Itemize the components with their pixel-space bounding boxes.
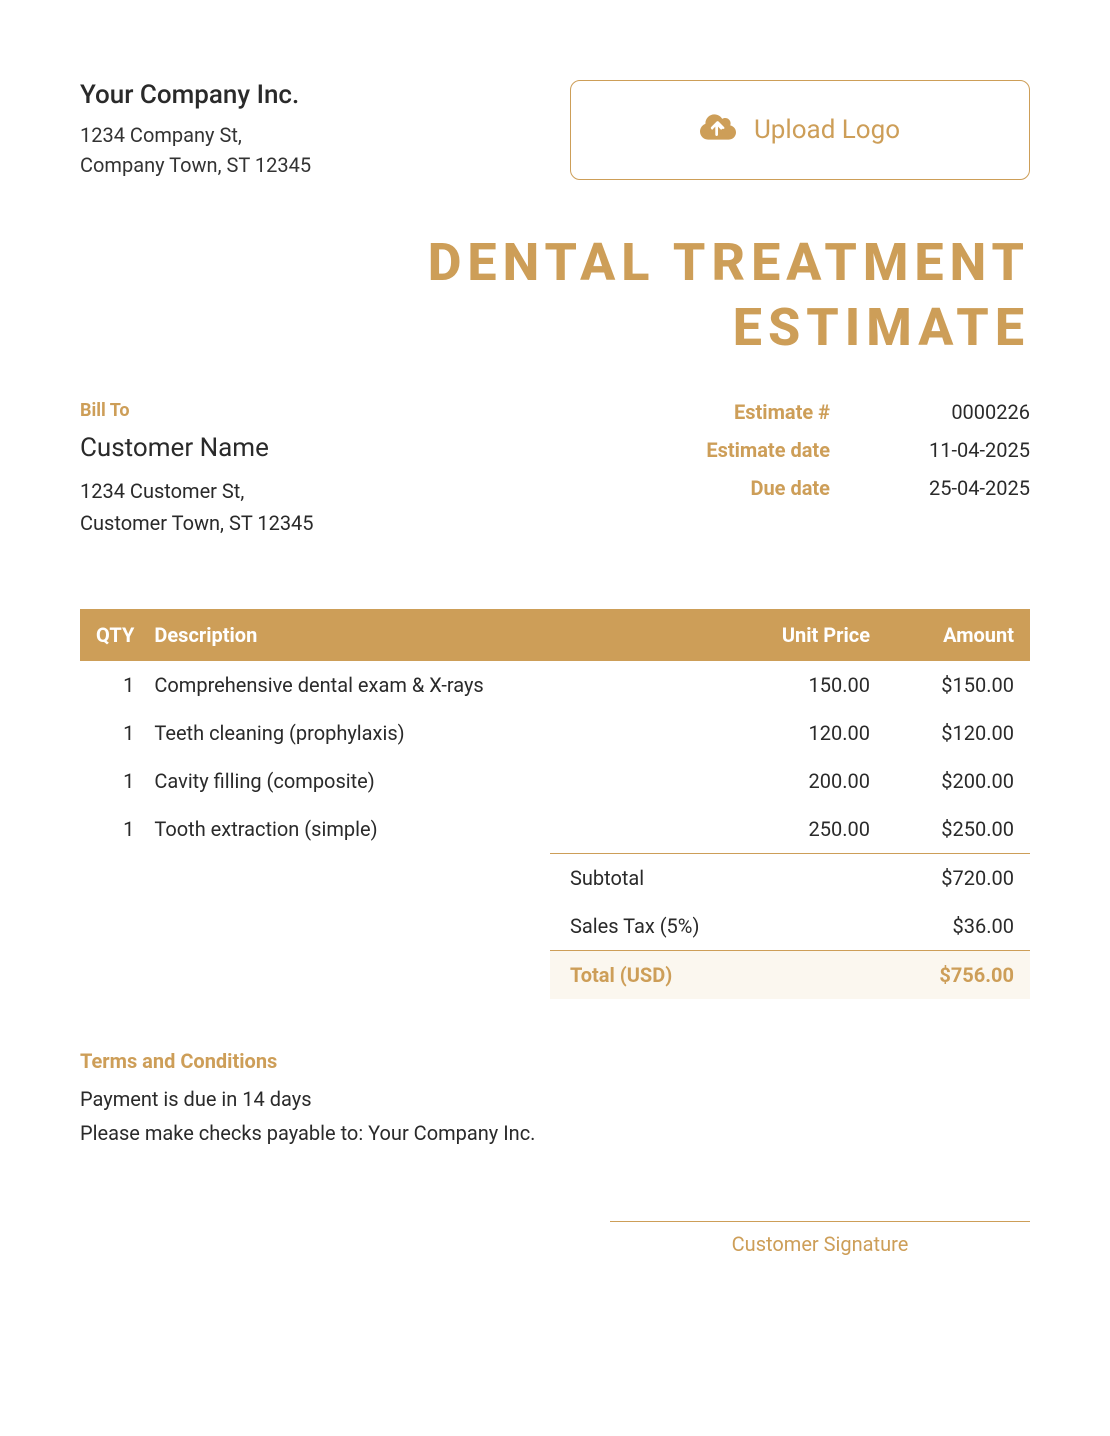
signature-line (610, 1221, 1030, 1222)
company-name: Your Company Inc. (80, 80, 311, 110)
cell-amount: $200.00 (880, 757, 1030, 805)
table-header-row: QTY Description Unit Price Amount (80, 609, 1030, 661)
subtotal-value: $720.00 (941, 866, 1014, 890)
totals-block: Subtotal $720.00 Sales Tax (5%) $36.00 T… (550, 853, 1030, 999)
cell-description: Comprehensive dental exam & X-rays (144, 661, 720, 709)
bill-to-block: Bill To Customer Name 1234 Customer St, … (80, 400, 314, 539)
company-address: 1234 Company St, Company Town, ST 12345 (80, 120, 311, 180)
meta-estimate-date: Estimate date 11-04-2025 (680, 438, 1030, 462)
estimate-no-value: 0000226 (900, 400, 1030, 424)
title-line1: DENTAL TREATMENT (80, 230, 1030, 295)
estimate-date-label: Estimate date (680, 438, 830, 462)
subtotal-row: Subtotal $720.00 (550, 854, 1030, 902)
terms-line1: Payment is due in 14 days (80, 1087, 1030, 1111)
cell-amount: $150.00 (880, 661, 1030, 709)
grand-total-row: Total (USD) $756.00 (550, 950, 1030, 999)
company-addr-line1: 1234 Company St, (80, 120, 311, 150)
due-date-value: 25-04-2025 (900, 476, 1030, 500)
cell-unit-price: 200.00 (720, 757, 880, 805)
terms-line2: Please make checks payable to: Your Comp… (80, 1121, 1030, 1145)
customer-name: Customer Name (80, 433, 314, 463)
cell-qty: 1 (80, 661, 144, 709)
info-row: Bill To Customer Name 1234 Customer St, … (80, 400, 1030, 539)
cell-description: Teeth cleaning (prophylaxis) (144, 709, 720, 757)
upload-logo-label: Upload Logo (754, 115, 900, 145)
customer-addr-line1: 1234 Customer St, (80, 475, 314, 507)
due-date-label: Due date (680, 476, 830, 500)
cell-unit-price: 120.00 (720, 709, 880, 757)
cloud-upload-icon (700, 112, 736, 149)
cell-description: Tooth extraction (simple) (144, 805, 720, 853)
items-table: QTY Description Unit Price Amount 1Compr… (80, 609, 1030, 853)
table-row: 1Tooth extraction (simple)250.00$250.00 (80, 805, 1030, 853)
table-row: 1Cavity filling (composite)200.00$200.00 (80, 757, 1030, 805)
signature-block: Customer Signature (610, 1221, 1030, 1256)
col-qty: QTY (80, 609, 144, 661)
meta-due-date: Due date 25-04-2025 (680, 476, 1030, 500)
header: Your Company Inc. 1234 Company St, Compa… (80, 80, 1030, 180)
cell-unit-price: 150.00 (720, 661, 880, 709)
grand-total-value: $756.00 (939, 963, 1014, 987)
cell-qty: 1 (80, 805, 144, 853)
title-line2: ESTIMATE (80, 295, 1030, 360)
upload-logo-button[interactable]: Upload Logo (570, 80, 1030, 180)
estimate-meta: Estimate # 0000226 Estimate date 11-04-2… (680, 400, 1030, 514)
cell-qty: 1 (80, 757, 144, 805)
tax-value: $36.00 (953, 914, 1014, 938)
company-block: Your Company Inc. 1234 Company St, Compa… (80, 80, 311, 180)
company-addr-line2: Company Town, ST 12345 (80, 150, 311, 180)
customer-addr-line2: Customer Town, ST 12345 (80, 507, 314, 539)
tax-label: Sales Tax (5%) (570, 914, 699, 938)
meta-estimate-no: Estimate # 0000226 (680, 400, 1030, 424)
subtotal-label: Subtotal (570, 866, 644, 890)
table-row: 1Teeth cleaning (prophylaxis)120.00$120.… (80, 709, 1030, 757)
signature-label: Customer Signature (610, 1232, 1030, 1256)
terms-block: Terms and Conditions Payment is due in 1… (80, 1049, 1030, 1145)
cell-description: Cavity filling (composite) (144, 757, 720, 805)
tax-row: Sales Tax (5%) $36.00 (550, 902, 1030, 950)
cell-amount: $250.00 (880, 805, 1030, 853)
terms-title: Terms and Conditions (80, 1049, 1030, 1073)
document-title: DENTAL TREATMENT ESTIMATE (80, 230, 1030, 360)
cell-qty: 1 (80, 709, 144, 757)
bill-to-label: Bill To (80, 400, 314, 421)
col-unit-price: Unit Price (720, 609, 880, 661)
estimate-date-value: 11-04-2025 (900, 438, 1030, 462)
estimate-no-label: Estimate # (680, 400, 830, 424)
col-description: Description (144, 609, 720, 661)
grand-total-label: Total (USD) (570, 963, 672, 987)
cell-amount: $120.00 (880, 709, 1030, 757)
customer-address: 1234 Customer St, Customer Town, ST 1234… (80, 475, 314, 539)
col-amount: Amount (880, 609, 1030, 661)
table-row: 1Comprehensive dental exam & X-rays150.0… (80, 661, 1030, 709)
cell-unit-price: 250.00 (720, 805, 880, 853)
